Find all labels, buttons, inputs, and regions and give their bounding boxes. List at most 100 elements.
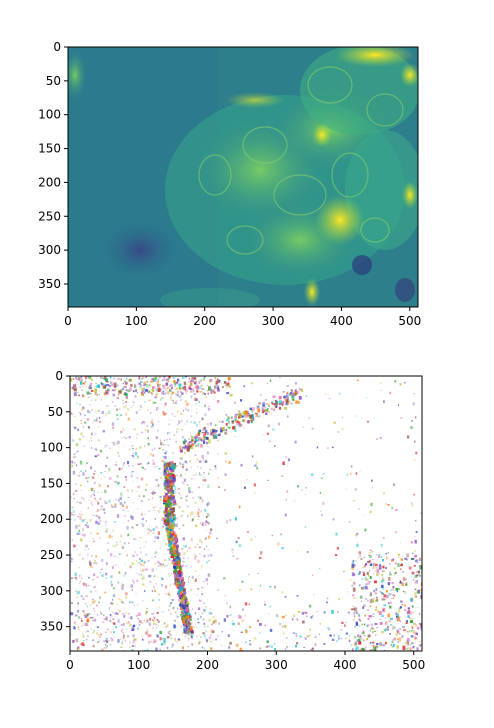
- speckle-pixel: [409, 644, 412, 646]
- speckle-pixel: [203, 602, 205, 605]
- speckle-pixel: [391, 641, 394, 644]
- speckle-pixel: [130, 584, 133, 588]
- speckle-pixel: [82, 520, 85, 522]
- speckle-pixel: [100, 399, 103, 401]
- speckle-pixel: [375, 588, 378, 591]
- speckle-pixel: [167, 548, 170, 551]
- speckle-pixel: [294, 389, 297, 392]
- speckle-pixel: [232, 555, 235, 557]
- speckle-pixel: [411, 617, 413, 619]
- speckle-pixel: [239, 414, 242, 419]
- speckle-pixel: [217, 388, 220, 392]
- speckle-pixel: [165, 529, 169, 532]
- speckle-pixel: [149, 580, 152, 583]
- speckle-pixel: [77, 626, 80, 628]
- speckle-pixel: [202, 632, 205, 635]
- speckle-pixel: [331, 609, 334, 614]
- speckle-pixel: [361, 578, 364, 580]
- speckle-pixel: [402, 577, 406, 581]
- speckle-pixel: [385, 621, 388, 625]
- speckle-pixel: [155, 381, 157, 383]
- speckle-pixel: [352, 560, 355, 563]
- speckle-pixel: [291, 618, 294, 621]
- speckle-pixel: [240, 631, 243, 634]
- speckle-pixel: [293, 614, 296, 617]
- speckle-pixel: [204, 413, 207, 417]
- speckle-pixel: [291, 390, 293, 392]
- speckle-pixel: [187, 578, 190, 581]
- speckle-pixel: [345, 488, 348, 490]
- speckle-pixel: [145, 610, 148, 613]
- speckle-pixel: [238, 421, 241, 425]
- speckle-pixel: [121, 613, 123, 615]
- speckle-pixel: [181, 634, 184, 636]
- speckle-pixel: [125, 571, 127, 574]
- speckle-pixel: [385, 627, 388, 630]
- speckle-pixel: [75, 464, 78, 467]
- speckle-pixel: [159, 563, 162, 566]
- speckle-pixel: [392, 627, 394, 630]
- speckle-pixel: [146, 611, 148, 614]
- speckle-pixel: [165, 505, 167, 508]
- speckle-pixel: [71, 460, 74, 464]
- speckle-pixel: [302, 620, 305, 624]
- speckle-pixel: [205, 561, 208, 564]
- speckle-pixel: [121, 504, 124, 508]
- speckle-pixel: [191, 443, 195, 446]
- speckle-pixel: [149, 384, 152, 387]
- speckle-pixel: [87, 553, 89, 556]
- speckle-pixel: [231, 548, 234, 552]
- speckle-pixel: [77, 516, 79, 518]
- speckle-pixel: [182, 560, 185, 563]
- speckle-pixel: [185, 498, 187, 501]
- speckle-pixel: [127, 496, 130, 498]
- speckle-pixel: [267, 424, 270, 428]
- speckle-pixel: [110, 583, 113, 587]
- speckle-pixel: [163, 472, 167, 476]
- speckle-pixel: [191, 575, 194, 579]
- speckle-pixel: [83, 445, 86, 447]
- speckle-pixel: [197, 617, 200, 620]
- speckle-pixel: [191, 633, 194, 637]
- speckle-pixel: [125, 395, 128, 399]
- speckle-pixel: [176, 641, 178, 643]
- speckle-pixel: [168, 423, 170, 425]
- speckle-pixel: [383, 400, 385, 403]
- speckle-pixel: [306, 550, 309, 554]
- speckle-pixel: [252, 407, 255, 411]
- speckle-pixel: [90, 382, 93, 385]
- speckle-pixel: [145, 553, 148, 556]
- speckle-pixel: [267, 645, 271, 648]
- speckle-pixel: [160, 473, 163, 475]
- speckle-pixel: [392, 639, 394, 642]
- speckle-pixel: [171, 643, 174, 647]
- speckle-pixel: [120, 585, 122, 587]
- speckle-pixel: [135, 473, 137, 475]
- speckle-pixel: [82, 610, 85, 613]
- speckle-pixel: [108, 384, 112, 388]
- speckle-pixel: [117, 397, 119, 400]
- speckle-pixel: [171, 561, 174, 565]
- x-tick-label: 500: [402, 658, 425, 672]
- speckle-pixel: [366, 637, 369, 641]
- speckle-pixel: [320, 477, 324, 480]
- speckle-pixel: [418, 622, 421, 625]
- speckle-pixel: [198, 508, 201, 511]
- speckle-pixel: [401, 582, 405, 587]
- speckle-pixel: [383, 492, 385, 495]
- speckle-pixel: [186, 402, 189, 406]
- speckle-pixel: [389, 562, 391, 566]
- speckle-pixel: [213, 431, 216, 434]
- speckle-pixel: [249, 643, 252, 646]
- speckle-pixel: [359, 635, 361, 639]
- speckle-pixel: [206, 521, 209, 524]
- y-tick-label: 100: [40, 441, 63, 455]
- speckle-pixel: [242, 411, 245, 415]
- speckle-pixel: [389, 633, 391, 635]
- speckle-pixel: [298, 396, 302, 400]
- speckle-pixel: [123, 386, 125, 388]
- speckle-pixel: [354, 641, 358, 645]
- speckle-pixel: [98, 537, 101, 539]
- speckle-pixel: [147, 390, 151, 393]
- speckle-pixel: [185, 445, 189, 449]
